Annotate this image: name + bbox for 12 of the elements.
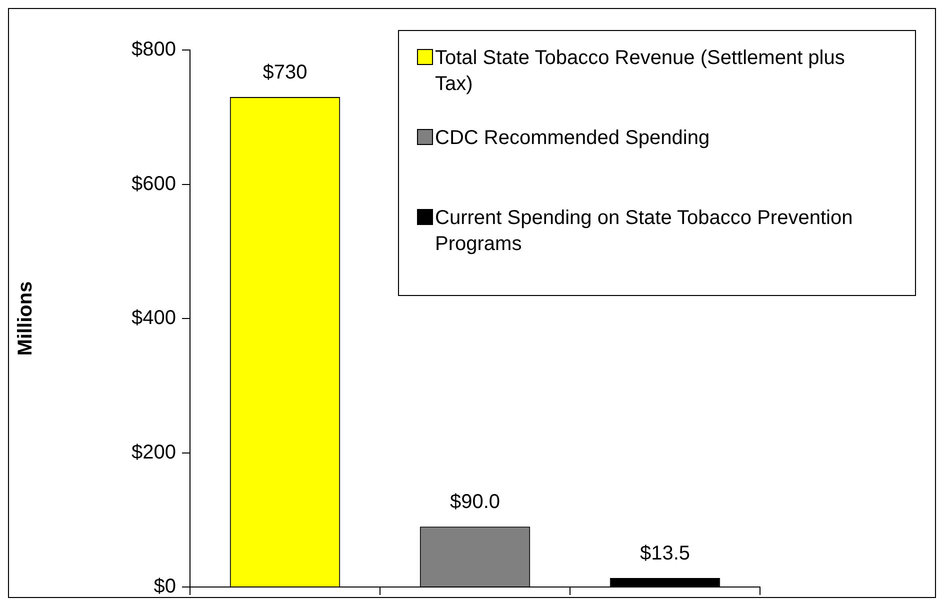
y-axis-title: Millions: [14, 281, 37, 356]
data-label: $90.0: [450, 491, 500, 514]
y-tick-label: $600: [132, 172, 176, 195]
legend-label: CDC Recommended Spending: [435, 126, 711, 151]
y-tick-label: $0: [154, 576, 176, 598]
legend-label: Current Spending on State Tobacco Prevention Programs: [435, 206, 854, 257]
data-label: $13.5: [640, 542, 690, 564]
data-label: $730: [262, 62, 308, 84]
y-tick-label: $800: [132, 38, 176, 61]
legend-label: Total State Tobacco Revenue (Settlement plus Tax): [435, 46, 846, 97]
y-tick-label: $400: [132, 307, 176, 330]
y-tick-label: $200: [132, 441, 176, 464]
